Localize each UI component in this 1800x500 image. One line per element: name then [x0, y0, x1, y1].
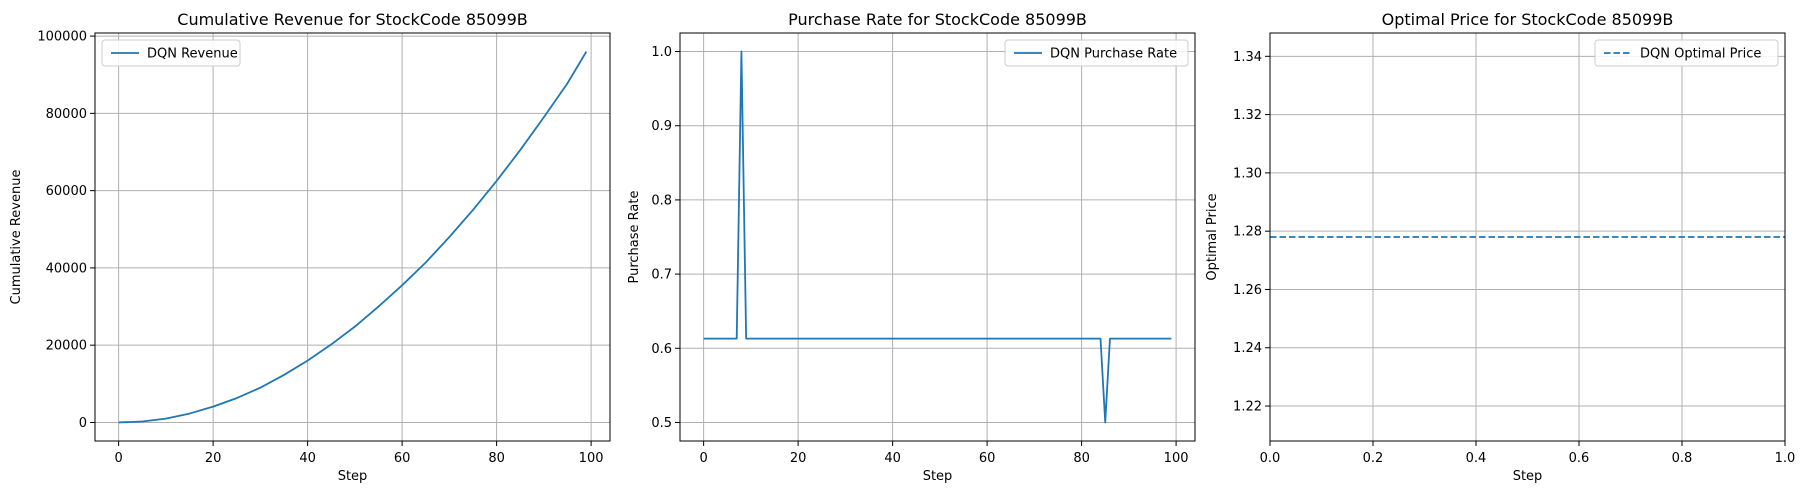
y-tick-label: 60000 — [46, 184, 87, 199]
x-tick-label: 40 — [884, 451, 901, 466]
y-axis-label: Cumulative Revenue — [9, 170, 24, 305]
axes-frame — [94, 32, 611, 442]
x-axis-label: Step — [1513, 469, 1543, 484]
x-tick-label: 60 — [979, 451, 996, 466]
y-tick-label: 40000 — [46, 261, 87, 276]
x-tick-label: 20 — [205, 451, 222, 466]
y-tick-label: 0.7 — [651, 268, 672, 283]
series-line — [118, 51, 588, 424]
y-axis-label: Purchase Rate — [627, 191, 642, 284]
x-tick-label: 0 — [699, 451, 707, 466]
y-tick-label: 1.26 — [1233, 283, 1262, 298]
x-axis-label: Step — [923, 469, 953, 484]
y-tick-label: 20000 — [46, 339, 87, 354]
x-tick-label: 80 — [1073, 451, 1090, 466]
legend: DQN Revenue — [101, 39, 241, 67]
x-tick-label: 60 — [394, 451, 411, 466]
chart-panel-2: 0 20 40 60 80 100 0.5 0.6 0.7 0.8 0.9 1.0 Purchase R… — [627, 10, 1196, 484]
x-tick-label: 0.4 — [1466, 451, 1487, 466]
x-tick-label: 1.0 — [1775, 451, 1796, 466]
y-tick-label: 100000 — [37, 30, 87, 45]
legend-label: DQN Optimal Price — [1640, 47, 1761, 62]
y-tick-label: 1.34 — [1233, 50, 1262, 65]
x-tick-label: 100 — [579, 451, 604, 466]
y-axis-label: Optimal Price — [1205, 193, 1220, 280]
y-tick-label: 1.0 — [651, 45, 672, 60]
legend-label: DQN Purchase Rate — [1050, 47, 1177, 62]
x-tick-label: 100 — [1164, 451, 1189, 466]
x-tick-label: 80 — [488, 451, 505, 466]
x-tick-label: 20 — [790, 451, 807, 466]
legend-label: DQN Revenue — [147, 47, 238, 62]
x-tick-label: 0.6 — [1569, 451, 1590, 466]
x-axis-label: Step — [338, 469, 368, 484]
y-tick-label: 0 — [79, 416, 87, 431]
x-tick-label: 0.2 — [1363, 451, 1384, 466]
y-tick-label: 0.5 — [651, 416, 672, 431]
chart-title: Purchase Rate for StockCode 85099B — [788, 10, 1087, 29]
chart-title: Optimal Price for StockCode 85099B — [1382, 10, 1674, 29]
y-tick-label: 1.22 — [1233, 400, 1262, 415]
x-tick-label: 0.0 — [1260, 451, 1281, 466]
x-tick-label: 0 — [114, 451, 122, 466]
axes-frame — [679, 32, 1196, 442]
y-tick-label: 0.9 — [651, 119, 672, 134]
x-tick-label: 40 — [299, 451, 316, 466]
y-tick-label: 1.30 — [1233, 166, 1262, 181]
legend-box — [1004, 39, 1189, 67]
y-tick-label: 80000 — [46, 107, 87, 122]
y-tick-label: 1.28 — [1233, 225, 1262, 240]
legend-box — [1594, 39, 1779, 67]
chart-title: Cumulative Revenue for StockCode 85099B — [177, 10, 527, 29]
y-tick-label: 0.6 — [651, 342, 672, 357]
legend-box — [101, 39, 241, 67]
legend: DQN Purchase Rate — [1004, 39, 1189, 67]
y-tick-label: 1.24 — [1233, 341, 1262, 356]
chart-panel-1: 0 20 40 60 80 100 0 20000 40000 60000 80000 100000 C… — [9, 10, 611, 484]
axes-frame — [1269, 32, 1786, 442]
series-line — [703, 50, 1172, 424]
x-tick-label: 0.8 — [1672, 451, 1693, 466]
y-tick-label: 0.8 — [651, 193, 672, 208]
chart-panel-3: 0.0 0.2 0.4 0.6 0.8 1.0 1.22 1.24 1.26 1.28 1.30 1.… — [1205, 10, 1795, 484]
legend: DQN Optimal Price — [1594, 39, 1779, 67]
y-tick-label: 1.32 — [1233, 108, 1262, 123]
